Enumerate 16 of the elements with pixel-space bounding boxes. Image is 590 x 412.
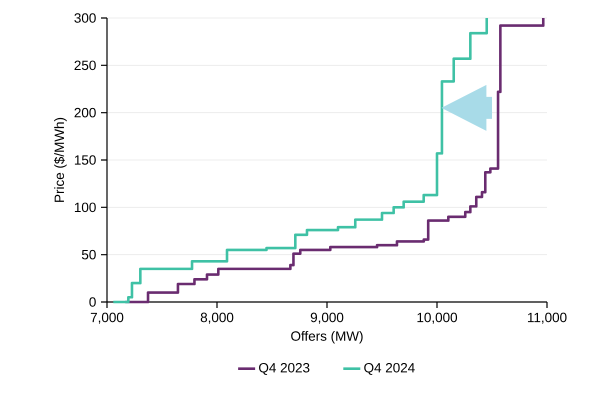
x-tick-label: 7,000: [90, 312, 124, 324]
x-tick-label: 10,000: [417, 312, 458, 324]
y-axis-title: Price ($/MWh): [54, 118, 67, 202]
x-tick-label: 11,000: [528, 312, 567, 324]
y-tick-label: 0: [89, 297, 96, 307]
legend-label: Q4 2023: [259, 362, 310, 375]
y-tick-label: 100: [74, 202, 96, 212]
y-tick-label: 300: [74, 13, 96, 23]
y-tick-label: 50: [82, 250, 96, 260]
y-tick-label: 200: [74, 108, 96, 118]
y-tick-label: 150: [74, 155, 96, 165]
legend-label: Q4 2024: [364, 362, 415, 375]
y-tick-label: 250: [74, 60, 96, 70]
x-axis-title: Offers (MW): [291, 330, 363, 344]
x-tick-label: 8,000: [200, 312, 234, 324]
x-tick-label: 9,000: [310, 312, 344, 324]
